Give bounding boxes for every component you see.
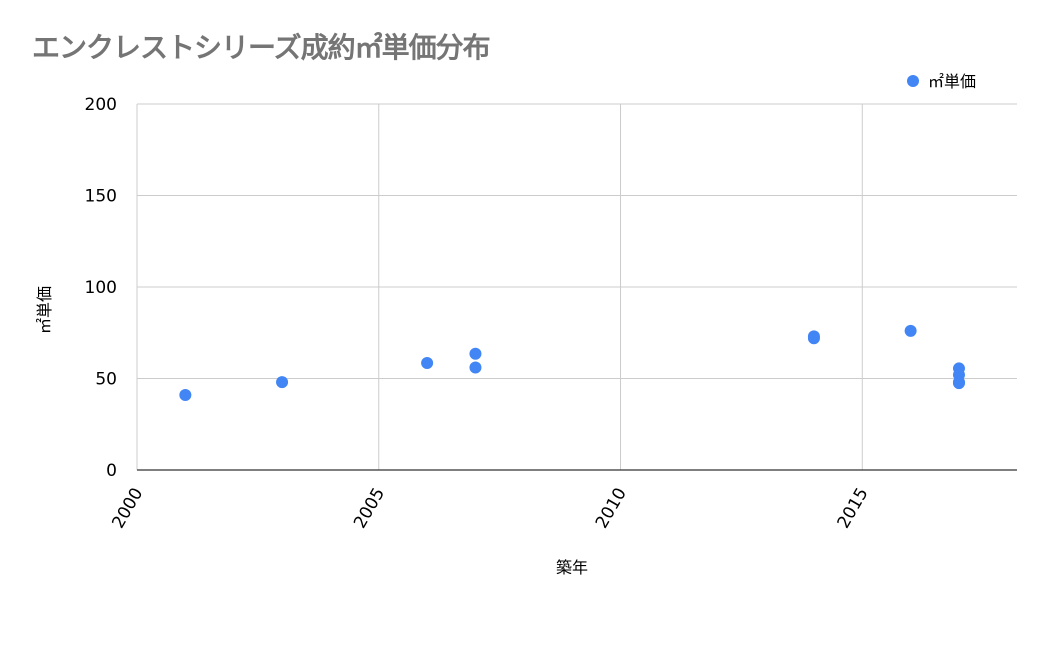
legend: ㎡単価 xyxy=(907,72,976,91)
chart-title: エンクレストシリーズ成約㎡単価分布 xyxy=(32,31,491,64)
data-point xyxy=(179,388,192,401)
points-layer xyxy=(179,324,965,401)
legend-label: ㎡単価 xyxy=(928,72,976,91)
data-point xyxy=(904,324,917,337)
y-tick-label: 100 xyxy=(85,278,117,298)
data-point xyxy=(469,347,482,360)
x-tick-label: 2000 xyxy=(108,485,147,532)
x-tick-label: 2010 xyxy=(592,485,631,532)
y-tick-label: 0 xyxy=(106,461,117,481)
x-tick-label: 2005 xyxy=(350,485,389,532)
data-point xyxy=(952,377,965,390)
data-point xyxy=(421,356,434,369)
y-tick-label: 150 xyxy=(85,187,117,207)
grid-layer xyxy=(136,103,1017,470)
y-tick-label: 50 xyxy=(95,370,117,390)
y-axis-label: ㎡単価 xyxy=(35,286,54,334)
legend-marker xyxy=(907,75,919,87)
data-point xyxy=(276,376,289,389)
data-point xyxy=(807,332,820,345)
x-tick-label: 2015 xyxy=(834,485,873,532)
y-tick-label: 200 xyxy=(85,95,117,115)
x-axis-label: 築年 xyxy=(556,558,588,577)
data-point xyxy=(469,361,482,374)
axis-layer: 0 50 100 150 200 2000 2005 2010 2015 xyxy=(85,95,1017,532)
